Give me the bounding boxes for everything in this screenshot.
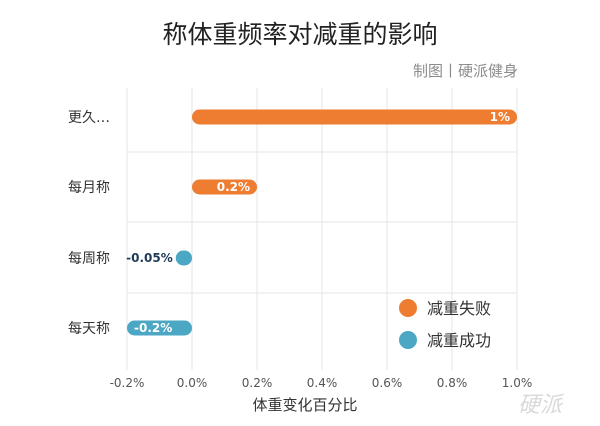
bars: 1% 0.2% -0.05% -0.2% [126,109,517,336]
category-label: 每天称 [68,321,110,337]
bar-value-label: 0.2% [217,180,250,194]
grid-lines [126,88,518,370]
x-tick-label: 0.6% [372,376,403,390]
bar [192,179,257,195]
legend: 减重失败 减重成功 [399,299,491,350]
watermark-logo: 硬派 [518,393,565,418]
bar [127,320,192,336]
x-tick-label: 1.0% [502,376,533,390]
chart-title: 称体重频率对减重的影响 [162,20,437,49]
category-label: 每周称 [68,251,110,267]
legend-label-success: 减重成功 [427,331,491,350]
x-tick-label: 0.4% [307,376,338,390]
bar [192,109,517,125]
legend-swatch-failure [399,299,417,317]
x-tick-label: 0.2% [242,376,273,390]
legend-swatch-success [399,331,417,349]
x-tick-labels: -0.2% 0.0% 0.2% 0.4% 0.6% 0.8% 1.0% [110,376,533,390]
x-tick-label: -0.2% [110,376,145,390]
category-label: 更久… [68,110,110,126]
category-label: 每月称 [68,180,110,196]
chart-credit: 制图丨硬派健身 [413,62,518,80]
x-tick-label: 0.8% [437,376,468,390]
x-tick-label: 0.0% [177,376,208,390]
bar [175,250,192,266]
bar-value-label: -0.2% [134,321,172,335]
legend-label-failure: 减重失败 [427,299,491,318]
bar-value-label: -0.05% [126,251,173,265]
bar-value-label: 1% [490,110,510,124]
x-axis-label: 体重变化百分比 [252,396,357,414]
